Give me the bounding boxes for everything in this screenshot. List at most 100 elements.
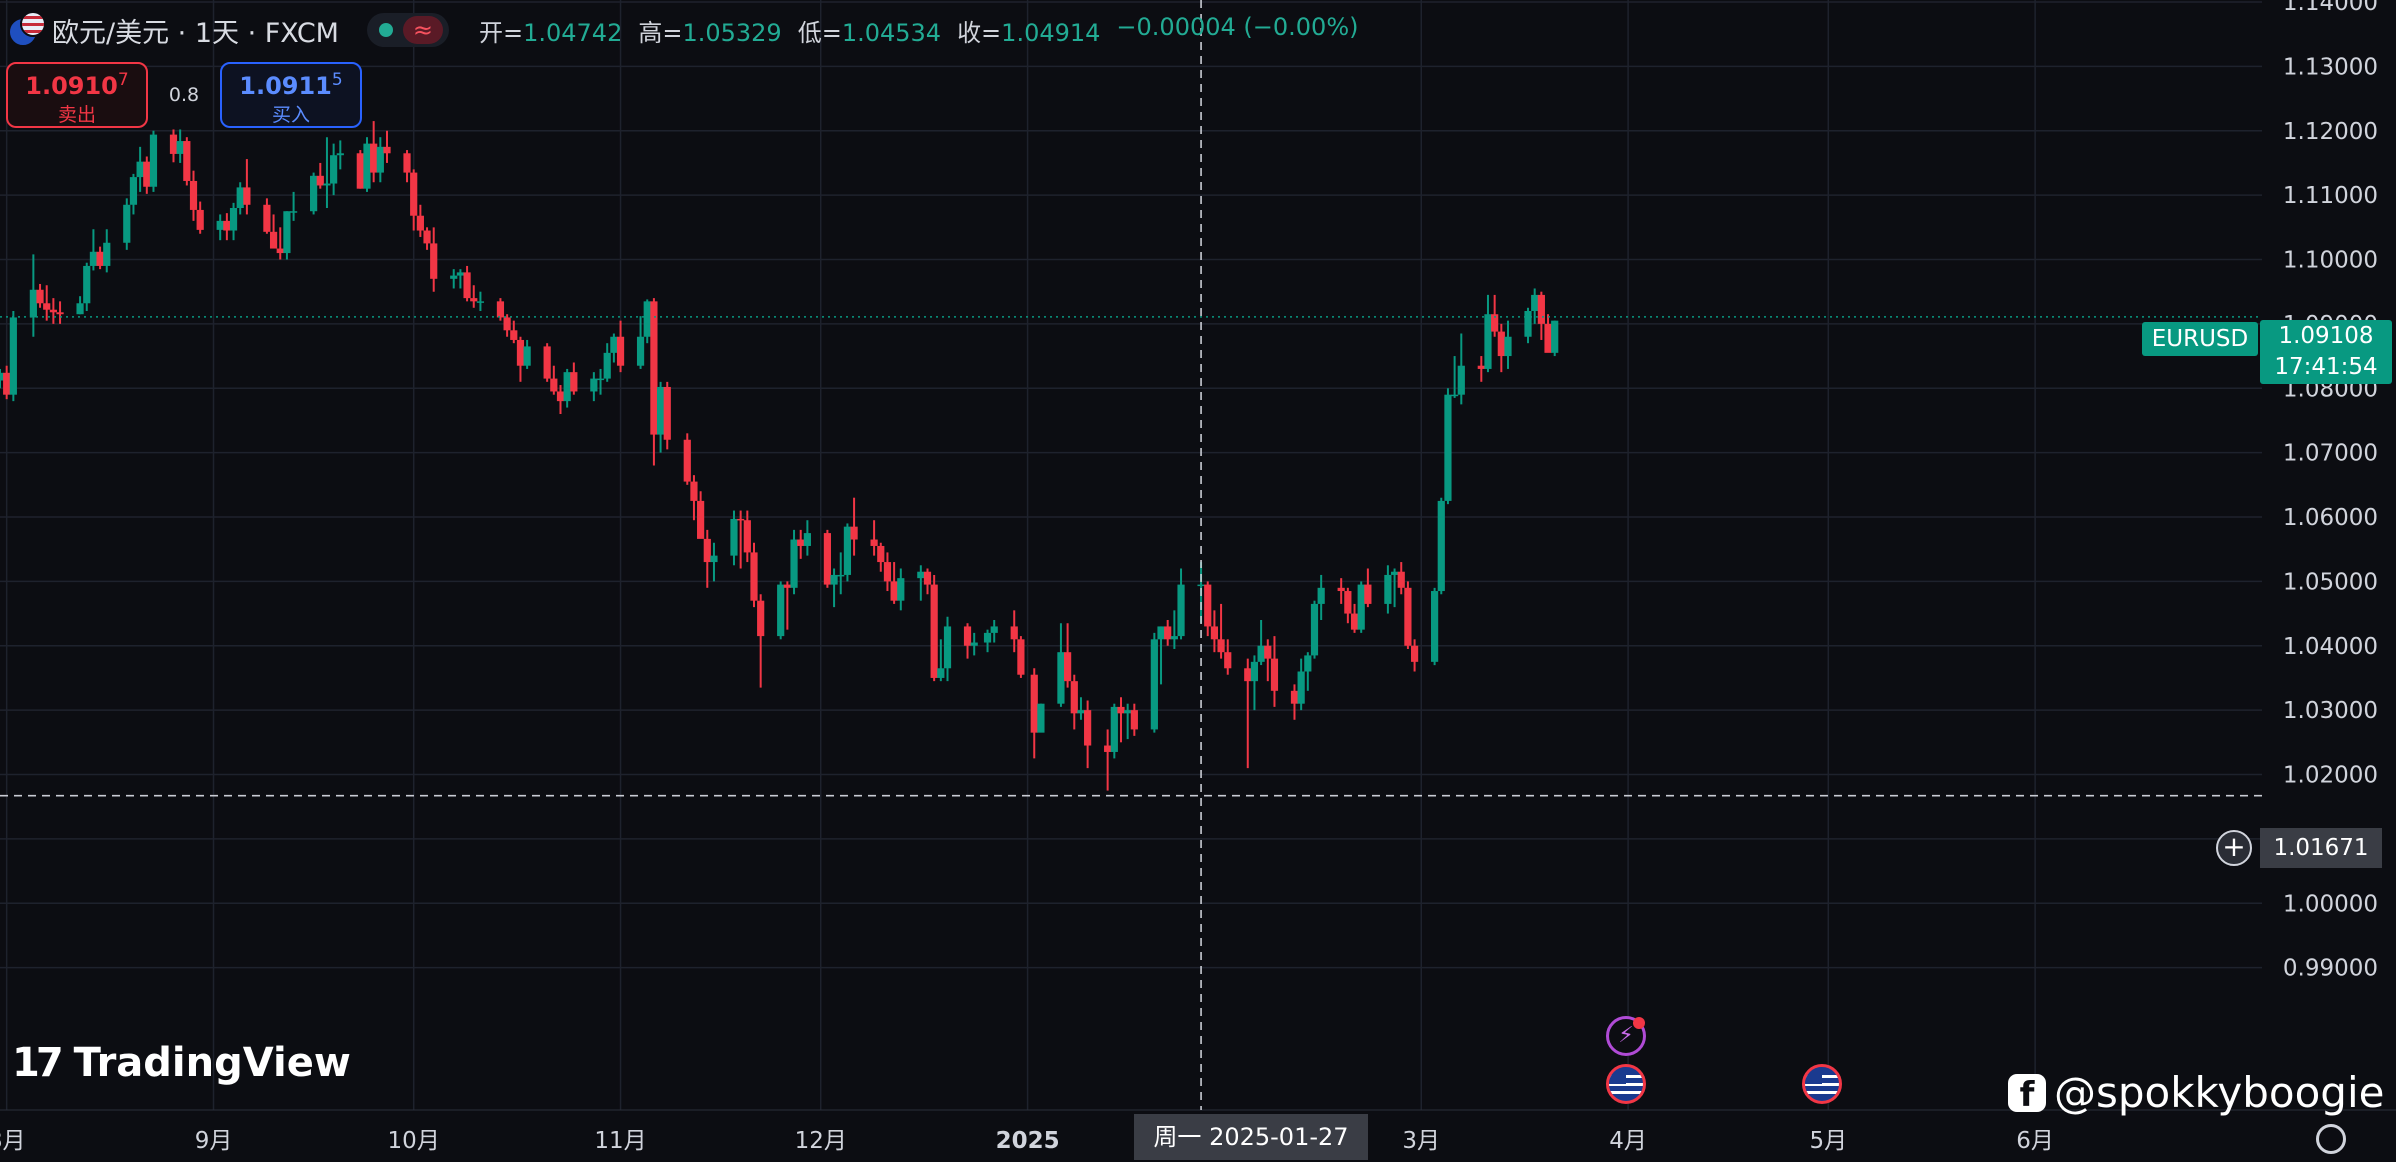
gear-icon[interactable]	[2316, 1124, 2346, 1154]
candle	[1531, 288, 1539, 324]
y-tick-label: 1.02000	[2283, 763, 2378, 789]
candle-body	[1257, 645, 1265, 662]
candle	[1030, 668, 1038, 759]
candle	[803, 520, 811, 556]
sell-price: 1.0910	[25, 72, 118, 100]
candle-body	[590, 378, 598, 392]
last-price: 1.09108	[2278, 323, 2374, 349]
candle-body	[690, 481, 698, 501]
candle-body	[283, 211, 291, 254]
us-flag-icon[interactable]	[1802, 1064, 1842, 1104]
y-tick-label: 1.03000	[2283, 698, 2378, 724]
candle	[830, 568, 838, 608]
candle	[1457, 333, 1465, 405]
candle	[1177, 568, 1185, 640]
candle	[1250, 655, 1259, 711]
candle-body	[1350, 613, 1359, 630]
candle-body	[697, 500, 705, 539]
candle-body	[1017, 639, 1025, 675]
candle	[470, 285, 478, 308]
candle	[416, 204, 424, 237]
candle	[123, 198, 131, 250]
candle	[897, 568, 905, 611]
candle	[29, 254, 37, 337]
market-status-pill[interactable]: ≈	[366, 13, 449, 47]
candle-body	[476, 301, 485, 303]
candle-body	[1310, 603, 1319, 656]
candle	[1544, 314, 1552, 353]
candle	[937, 639, 945, 682]
candle	[1170, 610, 1178, 649]
candle-body	[1551, 320, 1559, 353]
candle-body	[1364, 584, 1372, 604]
candle	[89, 229, 98, 271]
candle-body	[656, 386, 665, 435]
y-tick-label: 1.13000	[2283, 54, 2378, 80]
symbol-title[interactable]: 欧元/美元 · 1天 · FXCM	[52, 17, 339, 49]
candle	[703, 529, 711, 588]
lightning-icon[interactable]: ⚡	[1606, 1016, 1646, 1056]
candle-body	[1037, 703, 1045, 733]
candle	[176, 129, 184, 163]
candle-body	[1344, 591, 1352, 614]
candle-body	[757, 600, 765, 637]
crosshair-date-label: 周一 2025-01-27	[1134, 1114, 1368, 1160]
candle-body	[416, 215, 424, 231]
candle	[877, 542, 885, 572]
candle	[983, 629, 992, 653]
candle	[1397, 562, 1405, 595]
candle-body	[229, 208, 238, 231]
high-value: 1.05329	[682, 18, 782, 47]
candle-body	[550, 378, 558, 392]
candle-body	[410, 172, 418, 216]
candle-body	[470, 298, 478, 302]
candle	[189, 170, 198, 221]
candle	[1117, 697, 1125, 743]
candle-body	[310, 175, 318, 212]
candle-body	[970, 642, 978, 646]
candle	[223, 213, 231, 241]
candle	[83, 262, 91, 311]
candle-body	[76, 303, 84, 315]
candle	[596, 368, 605, 395]
candle-body	[503, 317, 511, 331]
candle-body	[1497, 331, 1505, 357]
candle-body	[703, 538, 711, 563]
candle	[843, 523, 852, 582]
candle-body	[1317, 587, 1325, 604]
us-flag-icon[interactable]	[1606, 1064, 1646, 1104]
candle	[1204, 581, 1212, 637]
x-tick-label: 11月	[594, 1128, 646, 1154]
candle	[410, 169, 418, 231]
candle-body	[223, 220, 231, 231]
buy-button[interactable]: 1.09115 买入	[220, 62, 362, 128]
candle	[697, 491, 705, 539]
candle	[1217, 603, 1225, 659]
candle	[750, 542, 758, 608]
spread-value: 0.8	[168, 84, 200, 106]
candle-body	[1204, 584, 1212, 627]
candle-body	[103, 242, 111, 266]
candle	[990, 620, 998, 643]
candle	[1064, 623, 1072, 688]
bar-countdown: 17:41:54	[2274, 354, 2378, 380]
tradingview-logo[interactable]: 17 TradingView	[12, 1040, 351, 1086]
candle	[1384, 565, 1392, 614]
candle-body	[463, 272, 471, 299]
candle-body	[123, 204, 131, 243]
candle	[463, 265, 471, 302]
candle-body	[1244, 668, 1252, 682]
last-price-tag: 1.09108 17:41:54	[2260, 320, 2392, 384]
x-tick-label: 10月	[388, 1128, 440, 1154]
candle-body	[176, 141, 184, 154]
y-tick-label: 1.04000	[2283, 634, 2378, 660]
candle-body	[1124, 710, 1132, 714]
candle-body	[183, 141, 191, 181]
candle-body	[143, 161, 151, 187]
candle-body	[1537, 294, 1545, 324]
candle-body	[29, 289, 37, 318]
plus-circle-icon[interactable]: +	[2216, 830, 2252, 866]
candle	[837, 552, 845, 595]
sell-button[interactable]: 1.09107 卖出	[6, 62, 148, 128]
